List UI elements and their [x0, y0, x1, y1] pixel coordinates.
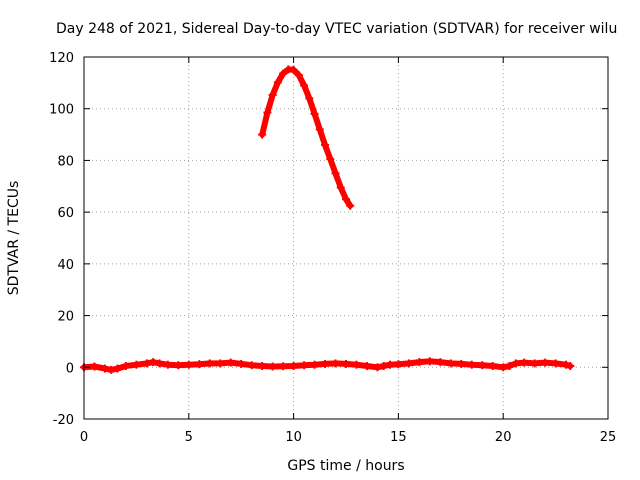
data-point: [551, 359, 560, 368]
data-point: [155, 359, 164, 368]
y-tick-label: 120: [49, 51, 74, 66]
data-point: [331, 359, 340, 368]
y-tick-label: -20: [53, 413, 74, 428]
x-axis-label: GPS time / hours: [287, 458, 404, 474]
data-point: [310, 109, 319, 118]
data-point: [113, 364, 122, 373]
data-point: [163, 360, 172, 369]
data-point: [237, 359, 246, 368]
plot-frame: [83, 56, 609, 420]
y-axis-label: SDTVAR / TECUs: [6, 181, 22, 296]
data-point: [279, 69, 288, 78]
data-point: [315, 125, 324, 134]
series-arc-trace: [259, 66, 354, 209]
data-point: [121, 361, 130, 370]
data-point: [294, 71, 303, 80]
data-point: [310, 360, 319, 369]
data-point: [425, 357, 434, 366]
data-point: [305, 94, 314, 103]
y-tick-label: 40: [57, 258, 74, 273]
data-point: [326, 155, 335, 164]
data-point: [478, 361, 487, 370]
data-point: [263, 108, 272, 117]
data-point: [520, 358, 529, 367]
data-point: [107, 365, 116, 374]
data-point: [268, 91, 277, 100]
data-point: [184, 360, 193, 369]
y-tick-label: 80: [57, 154, 74, 169]
data-point: [100, 364, 109, 373]
data-point: [226, 358, 235, 367]
data-point: [132, 360, 141, 369]
data-point: [499, 363, 508, 372]
y-tick-label: 60: [57, 206, 74, 221]
data-point: [300, 361, 309, 370]
data-point: [562, 360, 571, 369]
data-point: [289, 65, 298, 74]
data-point: [289, 361, 298, 370]
data-point: [273, 78, 282, 87]
data-point: [566, 361, 575, 370]
data-point: [373, 363, 382, 372]
y-tick-label: 20: [57, 310, 74, 325]
data-point: [379, 361, 388, 370]
data-point: [352, 360, 361, 369]
data-point: [331, 169, 340, 178]
data-point: [530, 359, 539, 368]
ticks: 0 5 10 15 20 25 -20 0 20 40 60 80 100 120: [49, 51, 616, 445]
x-tick-label: 25: [600, 430, 617, 445]
data-point: [362, 361, 371, 370]
data-point: [258, 361, 267, 370]
data-point: [342, 195, 350, 204]
data-point: [205, 359, 214, 368]
grid: [84, 57, 608, 419]
data-point: [436, 358, 445, 367]
data-point: [216, 359, 225, 368]
data-point: [142, 359, 151, 368]
data-point: [404, 359, 413, 368]
data-point: [346, 201, 355, 210]
data-point: [541, 358, 550, 367]
data-point: [174, 361, 183, 370]
data-point: [321, 359, 330, 368]
data-point: [336, 183, 345, 192]
data-point: [415, 358, 424, 367]
data-point: [511, 359, 520, 368]
x-tick-label: 0: [80, 430, 88, 445]
data-point: [488, 361, 497, 370]
data-point: [342, 359, 350, 368]
x-tick-label: 5: [185, 430, 193, 445]
x-tick-label: 15: [390, 430, 407, 445]
data-point: [90, 362, 99, 371]
data-point: [446, 359, 455, 368]
data-point: [258, 130, 267, 139]
data-point: [321, 140, 330, 149]
data-point: [268, 362, 277, 371]
data-point: [505, 361, 514, 370]
data-point: [394, 360, 403, 369]
data-point: [279, 362, 288, 371]
data-point: [457, 359, 466, 368]
y-tick-label: 0: [66, 361, 74, 376]
data-point: [467, 360, 476, 369]
data-point: [149, 358, 158, 367]
data-point: [300, 81, 309, 90]
data-point: [195, 360, 204, 369]
x-tick-label: 10: [285, 430, 302, 445]
data-point: [247, 361, 256, 370]
chart-title: Day 248 of 2021, Sidereal Day-to-day VTE…: [56, 21, 617, 37]
x-tick-label: 20: [495, 430, 512, 445]
y-tick-label: 100: [49, 103, 74, 118]
data-layer: [80, 65, 575, 374]
data-point: [386, 360, 395, 369]
